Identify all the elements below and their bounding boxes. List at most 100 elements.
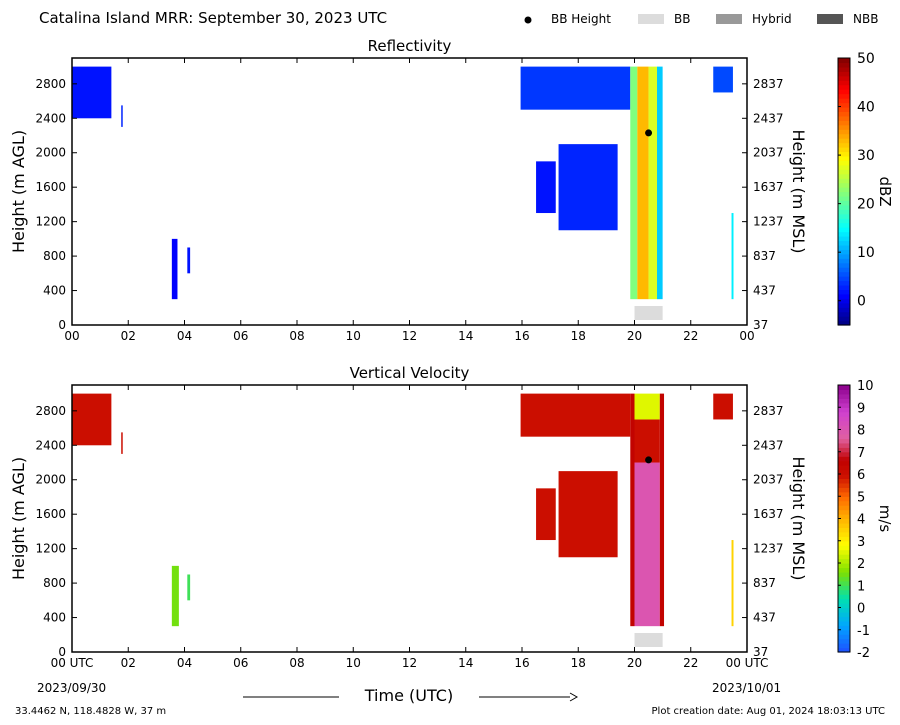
colorbar-segment [838, 514, 850, 520]
colorbar-segment [838, 571, 850, 577]
colorbar-segment [838, 411, 850, 417]
colorbar-tick-label: 20 [857, 197, 875, 213]
colorbar-segment [838, 160, 850, 166]
panel-title: Reflectivity [368, 37, 452, 55]
colorbar-segment [838, 178, 850, 184]
heatmap-cell [187, 247, 191, 274]
colorbar-segment [838, 496, 850, 502]
heatmap-cell [630, 393, 635, 627]
colorbar-segment [838, 280, 850, 286]
colorbar-segment [838, 106, 850, 112]
colorbar-segment [838, 580, 850, 586]
colorbar-segment [838, 474, 850, 480]
y-tick-label: 1600 [35, 180, 66, 194]
colorbar-tick-label: 2 [857, 557, 865, 572]
colorbar-segment [838, 625, 850, 631]
colorbar-segment [838, 442, 850, 448]
legend-label: BB [674, 12, 690, 26]
colorbar-segment [838, 151, 850, 157]
colorbar-segment [838, 438, 850, 444]
x-tick-label: 02 [121, 656, 136, 670]
colorbar-segment [838, 133, 850, 139]
station-location: 33.4462 N, 118.4828 W, 37 m [15, 706, 166, 717]
heatmap-cell [659, 393, 665, 627]
colorbar-segment [838, 147, 850, 153]
x-tick-label: 12 [402, 329, 417, 343]
heatmap-cell [558, 471, 618, 558]
heatmap-cell [731, 540, 734, 627]
colorbar-segment [838, 222, 850, 228]
colorbar-segment [838, 643, 850, 649]
panel-title: Vertical Velocity [350, 364, 470, 382]
y-tick-label-right: 2037 [753, 146, 784, 160]
bright-band-bar [634, 633, 663, 647]
colorbar-segment [838, 603, 850, 609]
colorbar-segment [838, 598, 850, 604]
colorbar-segment [838, 142, 850, 148]
colorbar-tick-label: 1 [857, 579, 865, 594]
heatmap-cell [72, 66, 112, 119]
colorbar-segment [838, 398, 850, 404]
colorbar-segment [838, 195, 850, 201]
x-tick-label: 10 [346, 656, 361, 670]
x-tick-label: 22 [683, 329, 698, 343]
y-tick-label: 0 [58, 318, 66, 332]
colorbar-segment [838, 124, 850, 130]
colorbar-segment [838, 505, 850, 511]
x-tick-label: 10 [346, 329, 361, 343]
x-tick-label: 00 UTC [51, 656, 94, 670]
colorbar-tick-label: 0 [857, 602, 865, 617]
colorbar-segment [838, 522, 850, 528]
colorbar-segment [838, 527, 850, 533]
heatmap-cell [171, 238, 178, 300]
y-tick-label-right: 2437 [753, 438, 784, 452]
colorbar-tick-label: 7 [857, 446, 865, 461]
x-tick-label: 16 [514, 656, 529, 670]
heatmap-cell [713, 393, 733, 420]
x-tick-label: 00 UTC [726, 656, 769, 670]
colorbar-frame [837, 57, 851, 326]
colorbar-segment [838, 298, 850, 304]
colorbar-segment [838, 385, 850, 391]
colorbar-segment [838, 545, 850, 551]
colorbar-segment [838, 549, 850, 555]
colorbar-segment [838, 249, 850, 255]
y-tick-label: 2800 [35, 77, 66, 91]
colorbar-segment [838, 200, 850, 206]
heatmap-cell [536, 161, 556, 214]
colorbar-segment [838, 469, 850, 475]
colorbar-segment [838, 302, 850, 308]
heatmap-cell [187, 574, 191, 601]
x-tick-label: 06 [233, 656, 248, 670]
colorbar-segment [838, 611, 850, 617]
heatmap-cell [657, 66, 663, 300]
colorbar-segment [838, 204, 850, 210]
y-tick-label-right: 437 [753, 284, 776, 298]
time-arrow-head-icon [569, 692, 579, 702]
x-tick-label: 12 [402, 656, 417, 670]
x-tick-label: 16 [514, 329, 529, 343]
y-tick-label-right: 2437 [753, 111, 784, 125]
colorbar-segment [838, 58, 850, 64]
colorbar-segment [838, 585, 850, 591]
colorbar-segment [838, 416, 850, 422]
x-tick-label: 20 [627, 656, 642, 670]
colorbar-segment [838, 389, 850, 395]
colorbar-segment [838, 407, 850, 413]
legend-label: BB Height [551, 12, 611, 26]
colorbar-segment [838, 262, 850, 268]
heatmap-cell [634, 419, 660, 463]
colorbar-segment [838, 115, 850, 121]
y-tick-label-right: 37 [753, 645, 768, 659]
colorbar-segment [838, 191, 850, 197]
colorbar-segment [838, 451, 850, 457]
y-tick-label-right: 1237 [753, 542, 784, 556]
colorbar-segment [838, 209, 850, 215]
colorbar-label: m/s [876, 505, 894, 533]
bb-height-legend-marker [524, 16, 532, 24]
x-tick-label: 18 [571, 656, 586, 670]
colorbar-segment [838, 84, 850, 90]
y-tick-label-right: 2837 [753, 77, 784, 91]
x-tick-label: 00 [64, 329, 79, 343]
